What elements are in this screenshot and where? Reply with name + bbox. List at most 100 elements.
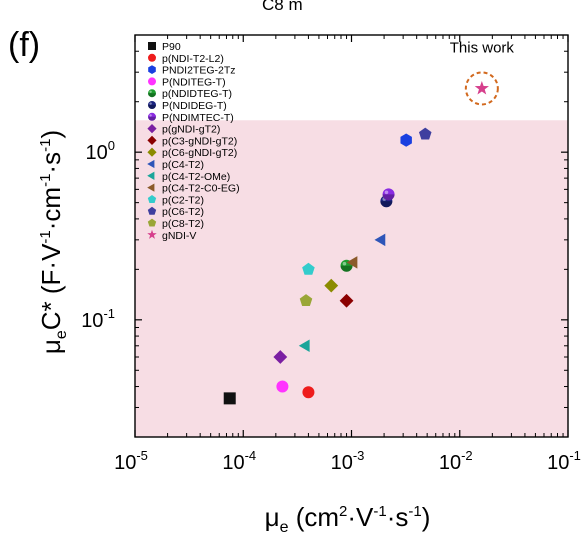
shaded-region [135,120,568,437]
legend-label: p(C6-gNDI-gT2) [162,147,237,159]
x-tick-label-base: 10 [222,452,244,474]
data-point-shade [380,201,393,208]
axis-title-part: ) [36,130,66,139]
x-tick-label-exp: -3 [353,448,365,463]
annotation-text: This work [450,40,515,57]
x-tick-label-exp: -1 [569,448,581,463]
data-point [400,133,412,147]
x-tick-label: 10-3 [331,448,365,474]
legend-marker-fill [148,101,156,109]
legend-label: p(C2-T2) [162,194,204,206]
data-point-fill [382,188,395,201]
y-tick-label-base: 10 [86,142,108,164]
axis-title-part: ·V [347,502,374,532]
annotation: This work [450,40,515,106]
x-tick-label: 10-4 [222,448,256,474]
axis-title-part: e [53,330,70,339]
data-point [298,339,310,353]
legend-marker [147,218,157,227]
legend-marker-highlight [149,90,152,94]
x-tick-label-base: 10 [439,452,461,474]
legend-marker-highlight [149,102,152,105]
axis-title-part: ·cm [36,187,66,230]
legend-marker [148,89,156,98]
legend-marker [148,65,156,74]
data-point [382,188,395,201]
legend-marker [147,147,157,157]
data-point [223,392,236,405]
y-tick-label: 10-1 [81,306,115,332]
axis-title-part: -1 [408,503,421,520]
data-point [302,386,315,399]
legend-label: PNDI2TEG-2Tz [162,65,236,77]
legend-label: p(C6-T2) [162,206,204,218]
legend-marker [147,124,157,134]
legend: P90p(NDI-T2-L2)PNDI2TEG-2TzP(NDITEG-T)p(… [147,41,240,242]
legend-label: P(NDIDEG-T) [162,100,227,112]
legend-marker [148,53,156,62]
legend-marker [147,159,155,169]
top-cropped-text: C8 m [262,0,303,14]
axis-title-part: (cm [288,502,339,532]
legend-label: p(C3-gNDI-gT2) [162,135,237,147]
data-point [299,294,313,307]
legend-label: p(NDIDTEG-T) [162,88,232,100]
x-tick-label: 10-1 [547,448,581,474]
axis-title-part: ) [422,502,431,532]
axis-title-part: ·s [36,152,66,174]
y-tick-label: 100 [86,138,115,164]
data-points [223,80,489,405]
x-tick-label-base: 10 [547,452,569,474]
data-point-shade [340,265,353,272]
y-tick-label-exp: 0 [108,138,115,153]
legend-marker [147,135,157,145]
axis-title-part: -1 [37,139,54,152]
x-tick-label-exp: -2 [461,448,473,463]
axis-title-part: μ [265,502,280,532]
data-point [418,127,432,140]
x-tick-label-base: 10 [114,452,136,474]
legend-marker-shade [148,93,156,98]
plot-frame [134,34,569,438]
x-tick-label-exp: -4 [245,448,257,463]
legend-marker [147,171,155,180]
x-tick-label-exp: -5 [136,448,148,463]
data-point-highlight [342,261,347,266]
axis-title-part: 2 [339,503,347,520]
axis-title-part: C* (F·V [36,243,66,330]
legend-marker [148,77,156,86]
axis-title-part: -1 [37,230,54,243]
data-point [276,380,289,393]
legend-label: gNDI-V [162,230,196,242]
legend-marker-fill [148,112,156,121]
x-axis-title: μe (cm2·V-1·s-1) [265,502,431,536]
legend-marker [147,206,157,215]
annotation-circle [464,71,499,106]
legend-label: P90 [162,41,181,53]
data-point [324,278,339,293]
data-point [339,293,354,308]
legend-marker [148,112,156,121]
axis-title-part: -1 [373,503,386,520]
legend-marker-highlight [149,114,152,117]
legend-marker [148,101,156,109]
data-point-shade [382,194,395,201]
legend-label: p(C4-T2-C0-EG) [162,183,240,195]
x-tick-label: 10-5 [114,448,148,474]
legend-marker-shade [148,116,156,121]
legend-marker-shade [148,105,156,109]
legend-label: P(NDITEG-T) [162,76,226,88]
legend-marker [147,195,157,203]
legend-label: p(gNDI-gT2) [162,124,220,136]
y-tick-label-exp: -1 [103,306,115,321]
x-tick-label: 10-2 [439,448,473,474]
legend-marker [147,229,157,239]
legend-label: p(C4-T2-OMe) [162,171,230,183]
data-point [302,262,315,275]
legend-label: p(NDI-T2-L2) [162,53,224,65]
x-tick-label-base: 10 [331,452,353,474]
data-point [273,350,288,364]
data-point [346,256,358,269]
